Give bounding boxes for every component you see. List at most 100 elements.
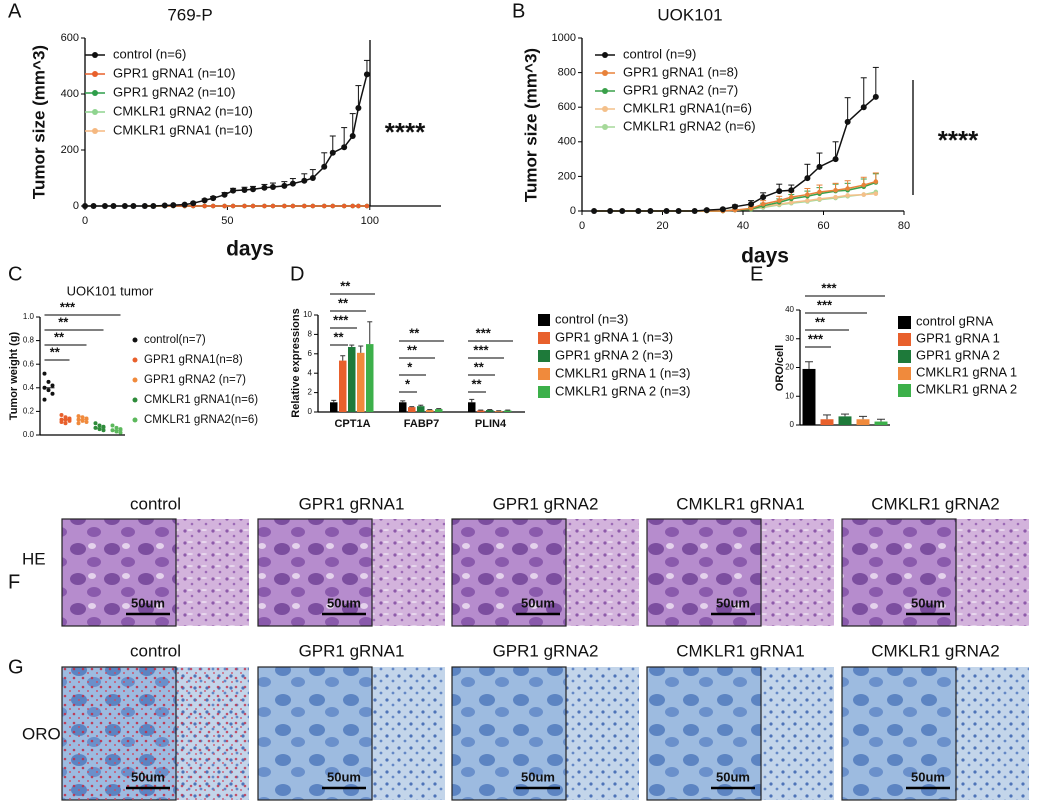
x-tick-label: FABP7 — [404, 418, 439, 430]
data-point — [309, 175, 316, 181]
bar — [330, 402, 338, 412]
data-point — [130, 203, 137, 209]
data-point — [289, 180, 296, 187]
data-point — [635, 208, 642, 214]
legend-label: CMKLR1 gRNA1 (n=10) — [113, 122, 253, 137]
data-point — [221, 191, 228, 198]
legend-marker — [602, 70, 608, 76]
panel-letter: E — [750, 263, 763, 285]
data-point — [833, 194, 838, 200]
x-tick-label: 100 — [361, 215, 379, 227]
legend-label: CMKLR1 gRNA2 (n=6) — [623, 118, 756, 133]
significance-label: *** — [476, 325, 492, 340]
legend-label: CMKLR1 gRNA 2 (n=3) — [555, 383, 690, 398]
inset-image — [646, 666, 762, 801]
y-tick-label: 20 — [785, 363, 794, 372]
data-point — [760, 201, 766, 207]
data-point — [748, 201, 755, 208]
data-point — [789, 200, 794, 205]
bar — [366, 344, 374, 412]
legend-swatch — [898, 316, 911, 329]
data-point — [230, 203, 236, 209]
y-tick-label: 2 — [308, 388, 313, 397]
legend-label: GPR1 gRNA 2 (n=3) — [555, 347, 673, 362]
bar — [504, 410, 512, 412]
data-point — [860, 104, 867, 111]
data-point — [861, 192, 867, 197]
data-point — [76, 414, 81, 419]
bar — [802, 368, 816, 425]
significance-label: *** — [821, 280, 837, 295]
legend-swatch — [898, 333, 911, 346]
y-tick-label: 600 — [61, 32, 79, 44]
column-title: CMKLR1 gRNA2 — [871, 641, 1000, 660]
chart-title: UOK101 tumor — [67, 283, 154, 298]
significance-label: ** — [340, 278, 351, 293]
data-point — [46, 379, 51, 384]
y-tick-label: 0.6 — [23, 359, 35, 368]
data-point — [321, 203, 327, 209]
legend-label: CMKLR1 gRNA1(n=6) — [623, 100, 752, 115]
column-title: control — [130, 494, 181, 513]
data-point — [703, 207, 710, 214]
row-label: ORO — [22, 724, 61, 743]
data-point — [691, 208, 698, 214]
bar — [348, 347, 356, 412]
chart-title: UOK101 — [657, 5, 722, 24]
data-point — [788, 187, 795, 194]
data-point — [329, 149, 336, 156]
panel-letter: G — [8, 656, 24, 678]
inset-image — [451, 518, 567, 627]
column-title: GPR1 gRNA2 — [493, 494, 599, 513]
significance-label: ** — [407, 342, 418, 357]
inset-image — [61, 518, 177, 627]
column-title: control — [130, 641, 181, 660]
data-point — [141, 203, 148, 209]
bar — [408, 407, 416, 412]
scale-label: 50um — [131, 769, 165, 784]
inset-image — [257, 518, 373, 627]
column-title: GPR1 gRNA2 — [493, 641, 599, 660]
data-point — [46, 388, 51, 393]
panel-letter: F — [8, 571, 20, 593]
y-tick-label: 0 — [73, 200, 79, 212]
data-point — [356, 203, 361, 209]
legend-marker — [602, 52, 608, 58]
x-tick-label: 0 — [82, 215, 88, 227]
data-point — [776, 198, 782, 203]
data-point — [804, 175, 811, 182]
x-tick-label: 40 — [737, 220, 749, 232]
data-point — [110, 203, 117, 209]
data-point — [101, 203, 108, 209]
x-tick-label: 50 — [221, 215, 233, 227]
data-point — [817, 196, 822, 202]
inset-image — [451, 666, 567, 801]
data-point — [805, 198, 810, 203]
significance-label: ** — [815, 314, 826, 329]
scale-label: 50um — [327, 769, 361, 784]
data-point — [873, 191, 879, 196]
panel-letter: C — [8, 263, 22, 285]
legend-label: GPR1 gRNA1 (n=10) — [113, 65, 235, 80]
significance-label: *** — [473, 342, 489, 357]
data-point — [82, 203, 88, 209]
y-axis-label: Tumor size (mm^3) — [29, 45, 48, 199]
annotation: **** — [385, 117, 426, 147]
legend-swatch — [538, 332, 550, 344]
scale-label: 50um — [521, 769, 555, 784]
data-point — [873, 179, 879, 184]
inset-image — [841, 518, 957, 627]
annotation: **** — [938, 125, 979, 155]
data-point — [350, 203, 356, 209]
scale-label: 50um — [521, 595, 555, 610]
x-tick-label: 0 — [579, 220, 585, 232]
data-point — [190, 200, 197, 207]
data-point — [805, 192, 810, 197]
significance-label: *** — [60, 299, 76, 314]
legend-label: CMKLR1 gRNA2 (n=10) — [113, 103, 253, 118]
legend-label: control (n=3) — [555, 311, 628, 326]
data-point — [93, 421, 98, 426]
column-title: GPR1 gRNA1 — [299, 641, 405, 660]
data-point — [250, 203, 256, 209]
